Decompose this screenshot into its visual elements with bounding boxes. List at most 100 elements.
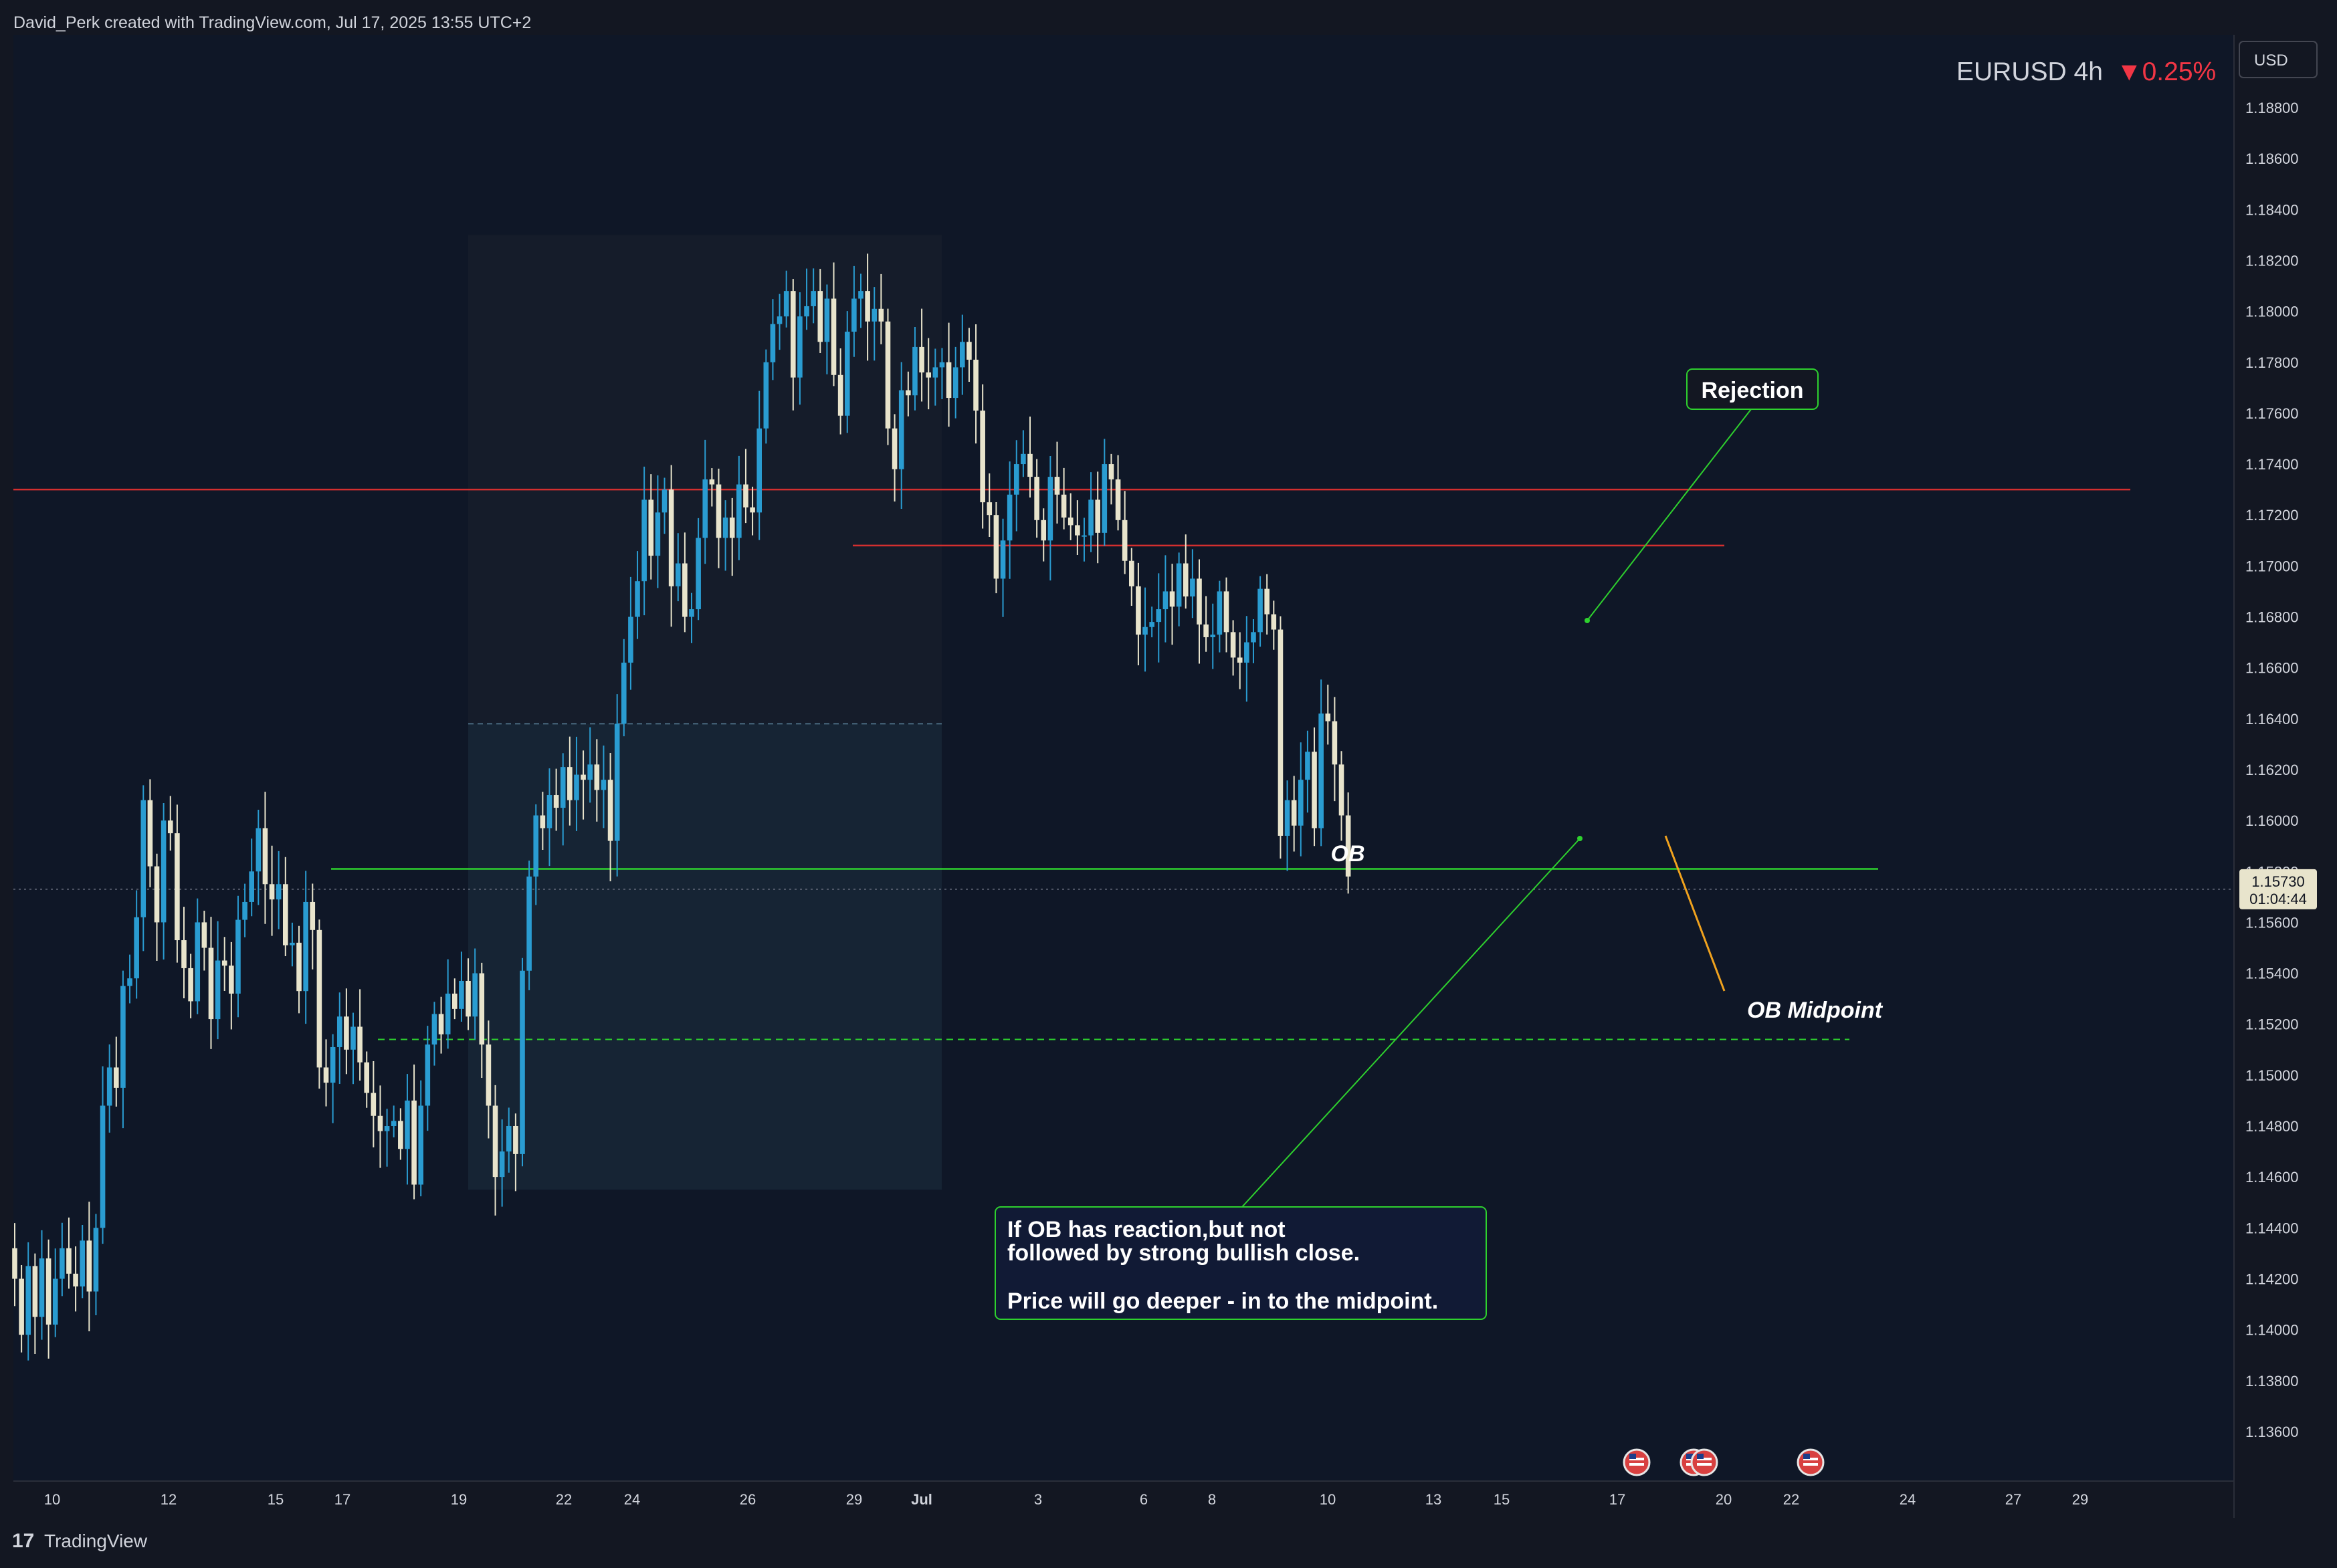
candle-body[interactable] (60, 1248, 65, 1279)
rejection-label-box[interactable] (1686, 368, 1819, 410)
candle-body[interactable] (797, 316, 803, 378)
candle-body[interactable] (675, 563, 681, 586)
candle-body[interactable] (601, 780, 607, 790)
candle-body[interactable] (452, 994, 458, 1009)
candle-body[interactable] (80, 1240, 85, 1286)
candle-body[interactable] (817, 291, 823, 342)
candle-body[interactable] (526, 876, 532, 971)
candle-body[interactable] (1257, 588, 1263, 633)
candle-body[interactable] (791, 291, 796, 378)
candle-body[interactable] (364, 1062, 370, 1093)
candle-body[interactable] (344, 1016, 349, 1050)
candle-body[interactable] (1183, 563, 1189, 597)
candle-body[interactable] (1237, 657, 1243, 663)
candle-body[interactable] (689, 609, 694, 617)
candle-body[interactable] (188, 968, 193, 1002)
candle-body[interactable] (1156, 609, 1162, 623)
candle-body[interactable] (1197, 578, 1202, 625)
candle-body[interactable] (269, 884, 275, 900)
candle-body[interactable] (567, 767, 573, 800)
candle-body[interactable] (316, 929, 322, 1068)
candle-body[interactable] (743, 484, 748, 508)
candle-body[interactable] (86, 1240, 92, 1292)
candle-body[interactable] (906, 390, 911, 396)
candle-body[interactable] (1027, 453, 1033, 477)
candle-body[interactable] (655, 512, 661, 556)
candle-body[interactable] (872, 308, 878, 322)
candle-body[interactable] (1000, 540, 1006, 579)
candle-body[interactable] (134, 917, 139, 979)
candle-body[interactable] (987, 502, 993, 516)
candle-body[interactable] (1305, 752, 1310, 780)
candle-body[interactable] (662, 489, 668, 513)
candle-body[interactable] (513, 1126, 518, 1154)
candle-body[interactable] (249, 871, 254, 902)
candle-body[interactable] (303, 901, 308, 992)
candle-body[interactable] (939, 362, 945, 368)
candle-body[interactable] (459, 980, 464, 1009)
candle-body[interactable] (722, 518, 728, 538)
candle-body[interactable] (885, 321, 891, 429)
candle-body[interactable] (756, 428, 762, 513)
price-axis[interactable]: 1.18800 1.18600 1.18400 1.18200 1.18000 1.178… (2239, 100, 2317, 1440)
candle-body[interactable] (702, 479, 708, 538)
candle-body[interactable] (201, 922, 207, 948)
candle-body[interactable] (1082, 535, 1087, 537)
candle-body[interactable] (892, 428, 898, 469)
candle-body[interactable] (235, 919, 241, 994)
candle-body[interactable] (912, 346, 918, 396)
candle-body[interactable] (783, 291, 789, 317)
candle-body[interactable] (1190, 578, 1195, 597)
note-box[interactable] (995, 1206, 1487, 1320)
candle-body[interactable] (418, 1105, 423, 1185)
us-flag-icon[interactable] (1797, 1448, 1825, 1476)
candle-body[interactable] (25, 1266, 31, 1335)
candle-body[interactable] (506, 1126, 512, 1152)
candle-body[interactable] (844, 332, 850, 416)
candle-body[interactable] (750, 507, 755, 513)
candle-body[interactable] (1217, 591, 1223, 635)
candle-body[interactable] (837, 374, 843, 416)
candle-body[interactable] (1223, 591, 1229, 633)
candle-body[interactable] (533, 815, 539, 877)
candle-body[interactable] (1332, 721, 1338, 765)
candle-body[interactable] (296, 942, 302, 992)
candle-body[interactable] (926, 372, 931, 378)
candle-body[interactable] (377, 1115, 383, 1131)
candle-body[interactable] (635, 581, 640, 617)
candles[interactable] (12, 253, 1351, 1361)
candle-body[interactable] (66, 1248, 72, 1274)
candle-body[interactable] (960, 342, 965, 368)
candle-body[interactable] (256, 828, 262, 872)
candle-body[interactable] (1136, 586, 1141, 635)
candle-body[interactable] (993, 515, 999, 579)
candle-body[interactable] (865, 291, 870, 322)
candle-body[interactable] (804, 306, 809, 317)
candle-body[interactable] (1068, 518, 1074, 526)
candle-body[interactable] (851, 298, 857, 332)
candle-body[interactable] (682, 563, 688, 617)
candle-body[interactable] (763, 362, 769, 429)
candle-body[interactable] (1298, 780, 1304, 826)
candle-body[interactable] (181, 940, 187, 968)
candle-body[interactable] (1251, 632, 1256, 643)
candle-body[interactable] (824, 298, 830, 342)
candle-body[interactable] (540, 815, 546, 828)
candle-body[interactable] (1291, 800, 1297, 826)
candle-body[interactable] (1264, 588, 1269, 614)
candle-body[interactable] (1312, 752, 1317, 828)
candle-body[interactable] (1095, 499, 1100, 533)
candle-body[interactable] (100, 1105, 106, 1228)
candle-body[interactable] (330, 1046, 336, 1083)
candle-body[interactable] (411, 1100, 417, 1185)
candle-body[interactable] (120, 986, 126, 1088)
candle-body[interactable] (371, 1093, 377, 1116)
candle-body[interactable] (607, 780, 613, 841)
candle-body[interactable] (553, 795, 559, 808)
candle-body[interactable] (52, 1278, 58, 1325)
candle-body[interactable] (290, 942, 295, 945)
candle-body[interactable] (594, 764, 600, 790)
candle-body[interactable] (425, 1044, 431, 1106)
candle-body[interactable] (1345, 815, 1351, 877)
